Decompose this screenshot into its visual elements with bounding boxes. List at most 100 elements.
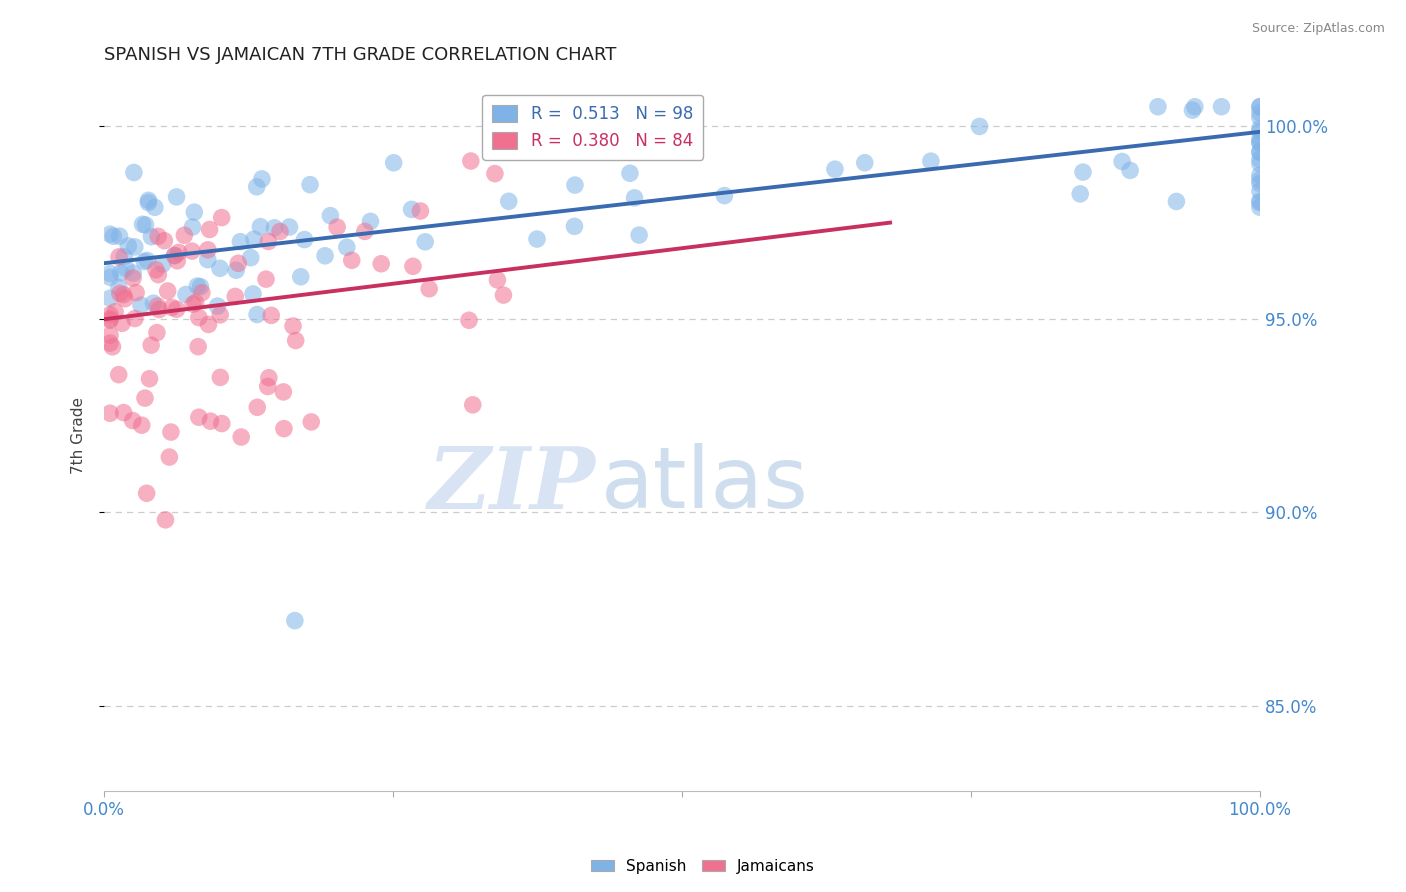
Point xyxy=(117,239,139,253)
Point xyxy=(257,235,280,249)
Point xyxy=(134,254,156,268)
Point xyxy=(1071,165,1094,179)
Point xyxy=(98,311,121,326)
Point xyxy=(486,273,509,287)
Point xyxy=(290,269,312,284)
Point xyxy=(250,172,273,186)
Point xyxy=(107,368,129,382)
Point xyxy=(207,299,229,313)
Point xyxy=(146,229,169,244)
Point xyxy=(294,233,316,247)
Point xyxy=(281,319,304,334)
Point xyxy=(260,309,283,323)
Point xyxy=(1249,100,1271,114)
Point xyxy=(336,240,359,254)
Point xyxy=(115,261,138,276)
Point xyxy=(112,287,135,301)
Text: Source: ZipAtlas.com: Source: ZipAtlas.com xyxy=(1251,22,1385,36)
Point xyxy=(181,297,204,311)
Point xyxy=(103,229,125,244)
Point xyxy=(1249,111,1271,125)
Point xyxy=(1249,145,1271,160)
Point xyxy=(138,372,160,386)
Point xyxy=(1111,154,1133,169)
Point xyxy=(131,418,153,433)
Point xyxy=(122,266,145,280)
Point xyxy=(1249,132,1271,146)
Point xyxy=(122,271,145,285)
Point xyxy=(246,179,269,194)
Point xyxy=(920,154,942,169)
Point xyxy=(187,340,209,354)
Point xyxy=(198,222,221,236)
Point xyxy=(146,326,169,340)
Point xyxy=(166,302,188,317)
Point xyxy=(231,430,253,444)
Point xyxy=(209,308,232,322)
Point xyxy=(1249,156,1271,170)
Point xyxy=(969,120,991,134)
Point xyxy=(211,211,233,225)
Point xyxy=(98,227,121,241)
Point xyxy=(1249,121,1271,136)
Point xyxy=(112,250,135,264)
Point xyxy=(1166,194,1188,209)
Point xyxy=(243,232,266,246)
Point xyxy=(211,417,233,431)
Point xyxy=(1211,100,1233,114)
Point xyxy=(166,253,188,268)
Point xyxy=(1249,136,1271,150)
Point xyxy=(148,302,170,317)
Point xyxy=(418,282,440,296)
Point xyxy=(224,289,246,303)
Point xyxy=(183,205,205,219)
Text: ZIP: ZIP xyxy=(427,443,595,526)
Point xyxy=(254,272,277,286)
Point xyxy=(1249,195,1271,210)
Point xyxy=(1119,163,1142,178)
Point xyxy=(1147,100,1170,114)
Point xyxy=(143,200,166,214)
Point xyxy=(110,266,132,280)
Point xyxy=(138,195,160,210)
Point xyxy=(155,513,177,527)
Point xyxy=(564,178,586,192)
Point xyxy=(186,279,208,293)
Point xyxy=(181,244,204,258)
Point xyxy=(1181,103,1204,118)
Point xyxy=(209,370,232,384)
Point xyxy=(1249,173,1271,187)
Point xyxy=(163,249,186,263)
Point xyxy=(484,167,506,181)
Point xyxy=(228,256,250,270)
Point xyxy=(197,318,219,332)
Point xyxy=(125,285,148,300)
Point xyxy=(141,229,163,244)
Point xyxy=(108,286,131,301)
Point xyxy=(145,262,167,277)
Point xyxy=(122,165,145,179)
Point xyxy=(157,450,180,464)
Point xyxy=(148,268,170,282)
Point xyxy=(619,166,641,180)
Point xyxy=(156,284,179,298)
Point xyxy=(190,279,212,293)
Point xyxy=(413,235,436,249)
Point xyxy=(135,486,157,500)
Point xyxy=(1249,105,1271,120)
Point xyxy=(1184,100,1206,114)
Point xyxy=(104,304,127,318)
Point xyxy=(121,413,143,427)
Point xyxy=(173,228,195,243)
Point xyxy=(208,261,231,276)
Point xyxy=(98,336,121,351)
Point xyxy=(135,218,157,232)
Point xyxy=(139,338,162,352)
Point xyxy=(124,311,146,326)
Point xyxy=(269,225,291,239)
Point xyxy=(124,240,146,254)
Point xyxy=(458,313,481,327)
Point xyxy=(108,250,131,264)
Point xyxy=(160,301,183,315)
Point xyxy=(853,155,876,169)
